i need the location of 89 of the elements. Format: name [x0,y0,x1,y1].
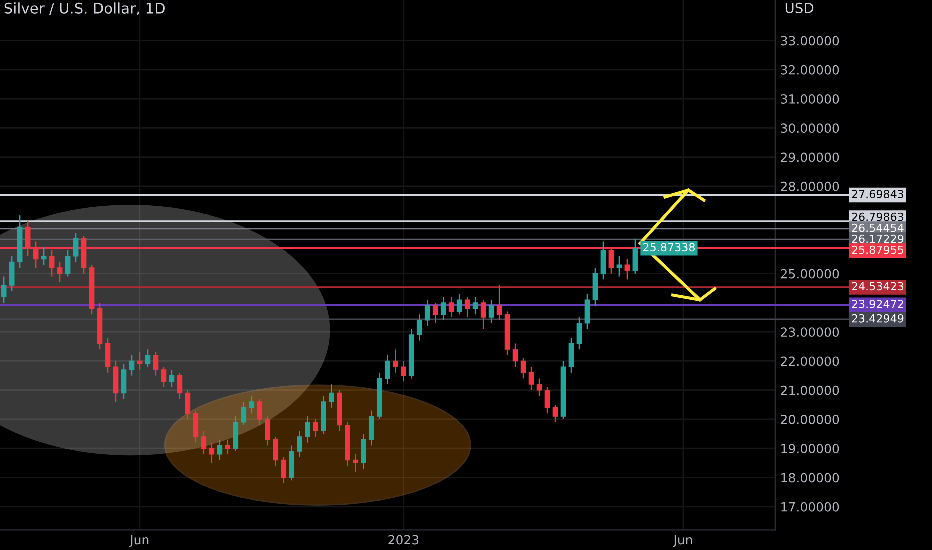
y-tick-label: 31.00000 [781,94,840,104]
candlestick [185,390,191,420]
candlestick [153,352,159,376]
candlestick [472,296,478,316]
candlestick [313,418,319,438]
candlestick [305,416,311,444]
y-tick-label: 23.00000 [781,328,840,338]
ref-line-label: 23.42949 [852,314,904,323]
candlestick [9,256,15,292]
ref-line-label: 26.79863 [852,212,904,222]
candlestick [281,456,287,484]
candlestick [424,299,430,327]
annotation: 25.87338 [644,243,695,252]
candlestick [209,442,215,464]
chart-title: Silver / U.S. Dollar, 1D [4,2,165,16]
y-tick-label: 33.00000 [781,36,840,46]
candlestick [536,378,542,397]
candlestick [352,454,358,473]
candlestick [520,358,526,380]
candlestick [360,433,366,470]
candlestick [584,294,590,330]
candlestick [544,386,550,414]
ref-line-label: 23.92472 [852,300,904,308]
candlestick [265,416,271,446]
candlestick [297,430,303,458]
candlestick [57,261,63,284]
candlestick [456,294,462,316]
candlestick [416,314,422,342]
candlestick [448,296,454,318]
candlestick [368,410,374,446]
candlestick [528,366,534,392]
candlestick [145,348,151,368]
candlestick [512,343,518,368]
candlestick [193,410,199,444]
y-tick-label: 29.00000 [781,152,840,162]
candlestick [392,348,398,374]
candlestick [440,296,446,322]
y-tick-label: 19.00000 [782,444,840,454]
y-tick-label: 21.00000 [781,386,840,396]
candlestick [432,302,438,324]
candlestick [480,299,486,330]
ref-line-label: 25.87955 [852,246,904,254]
candlestick [249,396,255,414]
candlestick [201,430,207,456]
candlestick [624,258,630,280]
y-tick-label: 20.00000 [781,414,840,424]
candlestick [488,299,494,324]
y-axis-title: USD [786,2,814,14]
candlestick [273,436,279,467]
candlestick [169,369,175,388]
candlestick [73,232,79,263]
candlestick [552,404,558,424]
candlestick [568,337,574,374]
candlestick [121,363,127,400]
y-tick-label: 17.00000 [782,502,840,512]
candlestick [616,256,622,278]
candlestick [576,316,582,350]
candlestick [161,366,167,388]
candlestick [241,401,247,426]
candlestick [1,276,7,304]
candlestick [65,250,71,278]
x-tick-label: Jun [673,535,692,548]
candlestick [225,439,231,456]
candlestick [177,372,183,400]
candlestick [41,246,47,266]
candlestick [400,360,406,382]
candlestick [217,439,223,461]
ref-line-label: 26.17229 [852,234,904,244]
ref-line-label: 24.53423 [852,282,904,291]
candlestick [137,352,143,371]
candlestick [329,384,334,409]
x-tick-label: Jun [129,535,149,548]
y-tick-label: 22.00000 [781,356,840,366]
candlestick [496,284,502,322]
candlestick [384,354,390,386]
y-tick-label: 25.00000 [781,269,840,279]
y-tick-label: 28.00000 [781,182,840,192]
ref-line-label: 26.54454 [852,224,904,232]
candlestick [105,337,111,374]
ref-line-label: 27.69843 [852,190,904,198]
candlestick [600,241,606,280]
y-tick-label: 18.00000 [782,473,840,483]
candlestick [464,296,470,318]
x-tick-label: 2023 [388,535,419,545]
candlestick [129,354,135,376]
candlestick [632,238,638,275]
y-tick-label: 30.00000 [781,124,840,134]
y-tick-label: 32.00000 [781,65,840,75]
candlestick [257,398,263,426]
